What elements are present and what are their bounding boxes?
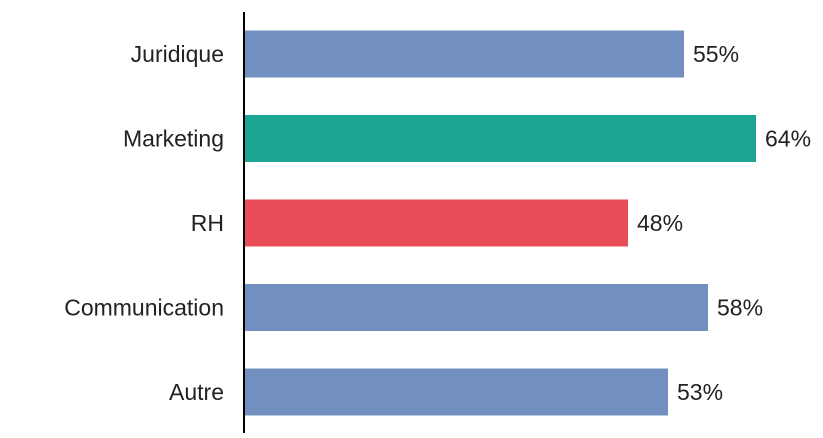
value-label-autre: 53% bbox=[677, 379, 723, 405]
category-label-juridique: Juridique bbox=[131, 41, 224, 67]
value-label-juridique: 55% bbox=[693, 41, 739, 67]
bar-juridique bbox=[244, 30, 684, 78]
value-label-marketing: 64% bbox=[765, 126, 811, 152]
bar-communication bbox=[244, 284, 708, 331]
bar-rh bbox=[244, 199, 628, 247]
bars-layer bbox=[244, 30, 756, 416]
value-label-rh: 48% bbox=[637, 210, 683, 236]
category-label-marketing: Marketing bbox=[123, 126, 224, 152]
category-label-autre: Autre bbox=[169, 379, 224, 405]
category-label-rh: RH bbox=[191, 210, 224, 236]
bar-autre bbox=[244, 368, 668, 416]
category-label-communication: Communication bbox=[64, 295, 224, 321]
bar-marketing bbox=[244, 115, 756, 162]
labels-layer: Juridique 55% Marketing 64% RH 48% Communicati… bbox=[64, 41, 811, 405]
value-label-communication: 58% bbox=[717, 295, 763, 321]
